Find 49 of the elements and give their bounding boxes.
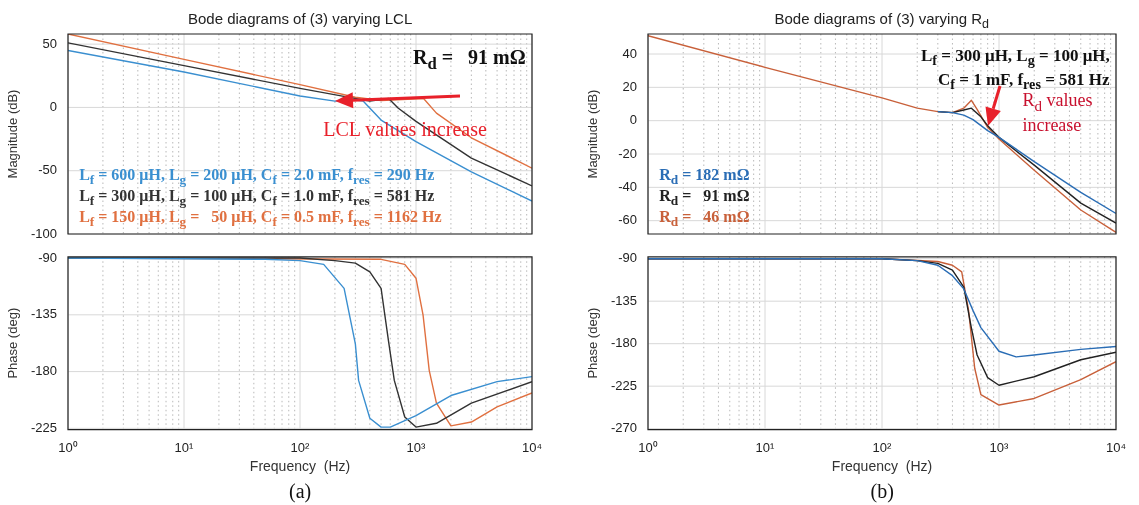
chart-title: Bode diagrams of (3) varying LCL <box>188 10 413 27</box>
x-tick-label: 10¹ <box>755 439 776 455</box>
y-tick-label: 40 <box>622 45 637 61</box>
x-tick-label: 10⁰ <box>638 439 658 455</box>
x-tick-label: 10³ <box>989 439 1010 455</box>
y-tick-label: -180 <box>30 363 57 379</box>
chart-title: Bode diagrams of (3) varying R$_{d}$ <box>774 10 990 31</box>
y-tick-label: -100 <box>30 225 57 241</box>
annotation: C$_{f}$ = 1 mF, f$_{res}$ = 581 Hz <box>938 70 1110 93</box>
y-tick-label: -90 <box>38 249 57 265</box>
x-tick-label: 10² <box>872 439 893 455</box>
y-tick-label: -50 <box>38 162 57 178</box>
y-tick-label: -90 <box>618 250 637 266</box>
x-axis-title: Frequency (Hz) <box>249 458 351 475</box>
y-axis-title: Magnitude (dB) <box>5 89 21 179</box>
y-axis-title: Phase (deg) <box>5 307 21 379</box>
x-tick-label: 10³ <box>406 439 427 455</box>
x-tick-label: 10⁰ <box>58 439 78 455</box>
x-tick-label: 10⁴ <box>1105 439 1127 455</box>
y-tick-label: 0 <box>49 99 57 114</box>
y-tick-label: -225 <box>610 377 637 393</box>
text: L$_{f}$ = 150 μH, L$_{g}$ = 50 μH, C$_{f}$ = 0.5 mF, f$_{res}$ = 1162 Hz <box>79 208 442 230</box>
y-tick-label: -135 <box>30 306 57 322</box>
y-tick-label: -60 <box>618 212 637 228</box>
y-tick-label: -40 <box>618 178 637 194</box>
y-tick-label: -180 <box>610 335 637 351</box>
text: R$_{d}$ = 182 mΩ <box>659 166 750 189</box>
y-tick-label: 20 <box>622 78 637 94</box>
annotation: R$_{d}$ = 91 mΩ <box>413 46 526 74</box>
x-tick-label: 10⁴ <box>521 439 543 455</box>
text: R$_{d}$ = 46 mΩ <box>659 208 750 231</box>
annotation: R$_{d}$ values increase <box>1022 90 1094 136</box>
x-tick-label: 10² <box>290 439 311 455</box>
y-tick-label: 50 <box>42 35 57 51</box>
text: L$_{f}$ = 600 μH, L$_{g}$ = 200 μH, C$_{f}$ = 2.0 mF, f$_{res}$ = 290 Hz <box>79 166 435 188</box>
text: (a) <box>289 480 312 503</box>
y-tick-label: -135 <box>610 292 637 308</box>
text: R$_{d}$ = 91 mΩ <box>659 187 750 210</box>
text: (b) <box>870 480 894 503</box>
text: L$_{f}$ = 300 μH, L$_{g}$ = 100 μH, C$_{f}$ = 1.0 mF, f$_{res}$ = 581 Hz <box>79 187 435 209</box>
y-axis-title: Phase (deg) <box>585 307 601 379</box>
x-axis-title: Frequency (Hz) <box>831 458 933 475</box>
y-tick-label: -270 <box>610 420 637 436</box>
x-tick-label: 10¹ <box>174 439 195 455</box>
y-tick-label: -20 <box>618 145 637 161</box>
y-tick-label: -225 <box>30 419 57 435</box>
y-tick-label: 0 <box>629 112 637 128</box>
annotation: L$_{f}$ = 300 μH, L$_{g}$ = 100 μH, <box>921 46 1110 70</box>
y-axis-title: Magnitude (dB) <box>585 89 601 179</box>
